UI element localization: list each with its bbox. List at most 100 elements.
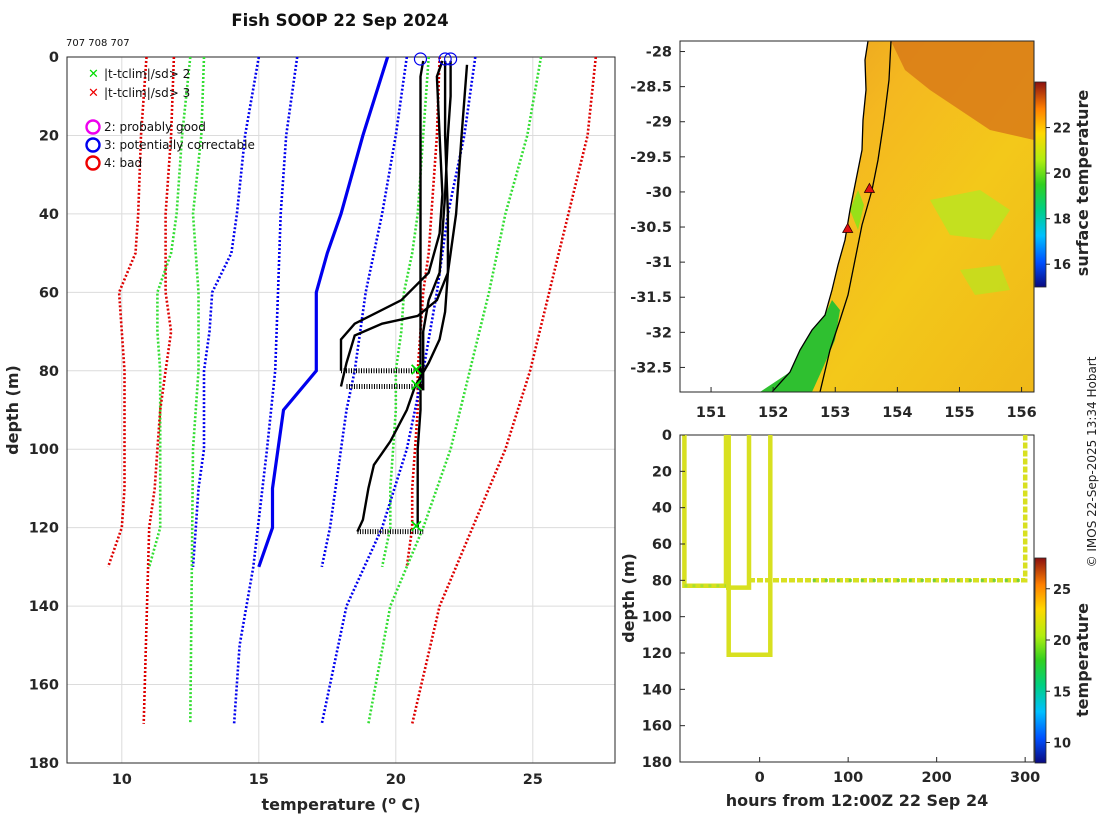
td-y-tick-label: 60 [652,537,672,553]
map-panel: 151 152 153 154 155 156 -28 -28.5 -29 -29.5 -30 -30… [630,40,1092,421]
x-tick-label: 20 [386,772,406,788]
profile-grid [67,56,615,764]
climatology-line [232,56,299,724]
qc3-marker [438,52,452,66]
td-x-tick-label: 200 [922,770,952,786]
map-colorbar-ticks: 16 18 20 22 [1046,122,1071,273]
profile-line [422,60,452,391]
td-y-tick-label: 20 [652,464,672,480]
map-x-tick-label: 155 [944,405,974,421]
climatology-line [257,56,390,568]
climatology-line [106,56,148,568]
td-x-tick-label: 300 [1010,770,1040,786]
legend-qc4-label: 4: bad [104,156,142,170]
flag2-marker: ✕ [409,360,424,381]
td-track [726,435,773,658]
legend-flag2-label: |t-tclim|/sd> 2 [104,67,190,81]
y-tick-label: 180 [29,756,59,772]
chart-title: Fish SOOP 22 Sep 2024 [231,11,448,30]
climatology-line [191,56,261,567]
climatology-line [410,56,598,725]
legend-qc3-label: 3: potentially correctable [104,138,255,152]
temperature-colorbar-ticks: 10 15 20 25 [1046,583,1071,752]
temperature-colorbar-tick-label: 15 [1053,685,1071,700]
map-colorbar-tick-label: 20 [1053,167,1071,182]
td-y-tick-label: 100 [642,610,672,626]
timedepth-y-label: depth (m) [619,553,638,643]
y-tick-label: 20 [39,128,59,144]
qc3-marker [413,52,428,66]
y-tick-label: 60 [39,285,59,301]
x-tick-label: 15 [249,772,269,788]
x-tick-label: 10 [112,772,132,788]
coastline [771,41,869,392]
profile-ticks: 10 15 20 25 0 20 40 60 80 100 120 140 160 180 [29,50,543,788]
temperature-colorbar [1034,557,1047,764]
flag2-marker: ✕ [409,375,424,396]
profile-climatology [106,56,598,725]
temperature-colorbar-label: temperature [1073,603,1092,717]
map-x-tick-label: 156 [1006,405,1036,421]
td-track [749,435,1028,583]
legend-flag3-label: |t-tclim|/sd> 3 [104,86,190,100]
map-y-tick-label: -28.5 [630,80,672,96]
y-tick-label: 160 [29,678,59,694]
map-colorbar-tick-label: 16 [1053,258,1071,273]
td-y-tick-label: 120 [642,646,672,662]
map-x-tick-label: 152 [758,405,788,421]
profile-line [339,60,444,371]
map-y-tick-label: -31.5 [630,290,672,306]
profile-axes-box [66,56,616,764]
td-track [682,435,729,589]
profile-drops: ✕✕✕ [339,52,469,538]
legend: ✕ |t-tclim|/sd> 2 ✕ |t-tclim|/sd> 3 2: p… [85,67,255,171]
td-y-tick-label: 0 [662,428,672,444]
drop-ids-label: 707 708 707 [66,38,130,49]
time-depth-panel: 0 100 200 300 0 20 40 60 80 100 120 140 160 180 hours… [619,428,1092,810]
td-y-tick-label: 180 [642,755,672,771]
climatology-line [147,56,192,568]
map-y-tick-label: -30 [646,185,672,201]
td-track [726,435,752,590]
climatology-line [189,56,206,724]
timedepth-ticks: 0 100 200 300 0 20 40 60 80 100 120 140 160 180 [642,428,1041,786]
map-y-tick-label: -28 [646,45,672,61]
map-y-tick-label: -32.5 [630,360,672,376]
climatology-line [380,56,430,568]
td-y-tick-label: 140 [642,682,672,698]
y-tick-label: 80 [39,364,59,380]
climatology-line [405,56,441,568]
map-colorbar-tick-label: 18 [1053,213,1071,228]
climatology-line [320,56,409,568]
profile-line [339,64,469,387]
x-tick-label: 25 [523,772,543,788]
profile-line [416,60,425,528]
map-y-tick-label: -32 [646,325,672,341]
temperature-colorbar-tick-label: 10 [1053,737,1071,752]
y-tick-label: 120 [29,521,59,537]
map-drop-sites [842,182,876,233]
climatology-line [320,56,477,725]
map-colorbar-label: surface temperature [1073,90,1092,277]
td-x-tick-label: 0 [755,770,765,786]
qc3-marker [444,52,458,66]
climatology-line [142,56,176,724]
flag2-marker: ✕ [409,517,424,538]
map-axes-box [679,40,1035,393]
temperature-colorbar-tick-label: 20 [1053,634,1071,649]
y-tick-label: 40 [39,207,59,223]
credit-text: © IMOS 22-Sep-2025 13:34 Hobart [1085,356,1099,567]
y-tick-label: 0 [49,50,59,66]
y-tick-label: 140 [29,599,59,615]
td-y-tick-label: 40 [652,501,672,517]
map-ticks: 151 152 153 154 155 156 -28 -28.5 -29 -29.5 -30 -30… [630,45,1037,421]
temperature-colorbar-tick-label: 25 [1053,583,1071,598]
profile-y-label: depth (m) [3,365,22,455]
profile-x-label: temperature (o C) [261,794,420,815]
map-y-tick-label: -29.5 [630,150,672,166]
map-x-tick-label: 154 [882,405,912,421]
map-image [680,41,1034,392]
map-y-tick-label: -30.5 [630,220,672,236]
y-tick-label: 100 [29,442,59,458]
